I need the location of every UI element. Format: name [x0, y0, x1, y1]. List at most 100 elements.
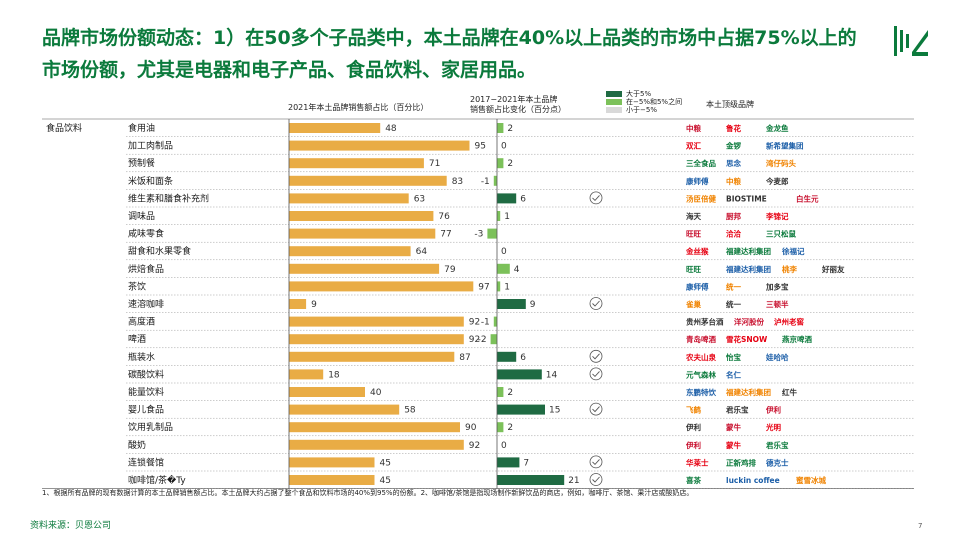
share-bar — [289, 457, 375, 468]
share-bar — [289, 475, 375, 485]
check-icon — [589, 367, 603, 381]
brand-logo: 元气森林 — [686, 369, 716, 379]
change-value-label: -2 — [478, 335, 487, 345]
change-bar — [497, 404, 545, 415]
brand-logo: 鲁花 — [726, 123, 741, 133]
change-value-label: 6 — [520, 194, 526, 204]
category-label: 预制餐 — [128, 157, 155, 169]
share-value-label: 79 — [444, 265, 456, 275]
category-label: 咸味零食 — [128, 228, 164, 240]
change-value-label: -3 — [474, 230, 483, 240]
brand-logo: 湾仔码头 — [766, 158, 796, 168]
check-icon-mark — [592, 406, 600, 413]
change-value-label: 0 — [501, 441, 507, 451]
brand-logo: 红牛 — [782, 387, 797, 397]
source-footer: 资料来源：贝恩公司 — [30, 521, 112, 531]
share-value-label: 64 — [416, 247, 428, 257]
check-icon — [589, 402, 603, 416]
footnote: 1、根据所有品牌的现有数据计算的本土品牌销售额占比。本土品牌大约占据了整个食品和… — [42, 489, 694, 497]
check-icon-mark — [592, 195, 600, 202]
share-bar — [289, 316, 464, 327]
change-value-label: 1 — [504, 282, 510, 292]
brand-logo: 徐福记 — [781, 246, 805, 256]
share-bar — [289, 123, 381, 133]
brands-header: 本土顶级品牌 — [706, 100, 754, 109]
brand-logo: 雪花SNOW — [726, 334, 768, 344]
share-bar — [289, 211, 434, 221]
share-value-label: 92 — [469, 318, 480, 328]
share-value-label: 92 — [469, 441, 480, 451]
brand-logo: 农夫山泉 — [685, 352, 716, 362]
page-number: 7 — [918, 522, 923, 530]
check-icon-mark — [592, 371, 600, 378]
brand-logo: 飞鹤 — [686, 405, 701, 415]
share-value-label: 45 — [380, 458, 391, 468]
change-bar — [497, 193, 517, 204]
brand-logo: 福建达利集团 — [725, 264, 771, 274]
brand-logo: 蜜雪冰城 — [796, 475, 826, 485]
category-label: 米饭和面条 — [128, 175, 173, 187]
category-label: 调味品 — [128, 210, 155, 222]
share-bar — [289, 228, 436, 239]
share-bar — [289, 422, 460, 433]
change-value-label: -1 — [481, 177, 490, 187]
share-bar — [289, 263, 440, 274]
category-label: 加工肉制品 — [128, 140, 173, 152]
change-bar — [497, 211, 501, 221]
share-bar — [289, 387, 365, 397]
change-bar — [497, 299, 526, 309]
share-bar — [289, 175, 447, 186]
brand-logo: 思念 — [726, 158, 741, 168]
brand-logo: 桃李 — [782, 264, 797, 274]
change-bar — [497, 158, 504, 169]
share-bar — [289, 369, 324, 380]
brand-logo: 康师傅 — [686, 176, 709, 186]
change-bar — [490, 334, 497, 345]
page-title: 品牌市场份额动态：1）在50多个子品类中，本土品牌在40%以上品类的市场中占据7… — [42, 27, 857, 81]
brand-logo: 正新鸡排 — [726, 457, 756, 467]
brand-logo: 君乐宝 — [725, 405, 749, 415]
brand-logo: 东鹏特饮 — [686, 387, 716, 397]
category-label: 烘焙食品 — [128, 263, 164, 275]
change-value-label: 1 — [504, 212, 510, 222]
brand-logo: 中粮 — [726, 176, 741, 186]
brand-logo: 中粮 — [686, 123, 701, 133]
brand-logo: 伊利 — [765, 405, 781, 415]
category-label: 高度酒 — [128, 316, 155, 328]
share-value-label: 92 — [469, 335, 480, 345]
brand-logo: 燕京啤酒 — [782, 334, 812, 344]
change-header-line1: 2017−2021年本土品牌 — [470, 95, 558, 104]
change-bar — [497, 387, 504, 397]
share-value-label: 48 — [385, 124, 397, 134]
change-value-label: 2 — [507, 124, 513, 134]
check-icon — [589, 349, 603, 363]
share-value-label: 87 — [459, 353, 470, 363]
brand-logo: 金龙鱼 — [765, 123, 789, 133]
brand-logo: 金锣 — [725, 141, 741, 151]
share-bar — [289, 351, 455, 362]
brand-logo: 洽洽 — [726, 229, 741, 239]
brand-logo: 三全食品 — [686, 158, 716, 168]
legend-item-mid: 在−5%和5%之间 — [606, 98, 682, 106]
change-value-label: -1 — [481, 318, 490, 328]
category-label: 茶饮 — [128, 280, 146, 292]
brand-logo: 君乐宝 — [765, 440, 789, 450]
share-bar — [289, 246, 411, 257]
brand-logo: 贵州茅台酒 — [686, 317, 724, 327]
brand-logo: 双汇 — [686, 141, 701, 151]
share-header: 2021年本土品牌销售额占比（百分比） — [288, 103, 429, 112]
category-label: 啤酒 — [128, 333, 146, 345]
change-value-label: 21 — [568, 476, 579, 486]
brand-logo: 新希望集团 — [766, 141, 804, 151]
brand-logo: 光明 — [765, 422, 781, 432]
change-value-label: 14 — [546, 370, 558, 380]
share-value-label: 95 — [475, 142, 486, 152]
brand-logo: 旺旺 — [686, 265, 701, 274]
share-value-label: 58 — [404, 406, 416, 416]
check-icon — [589, 473, 603, 486]
change-bar — [497, 475, 565, 485]
legend-item-low: 小于−5% — [606, 106, 682, 114]
brand-logo: 白生元 — [796, 193, 819, 203]
share-value-label: 90 — [465, 423, 477, 433]
legend-item-high: 大于5% — [606, 90, 682, 98]
